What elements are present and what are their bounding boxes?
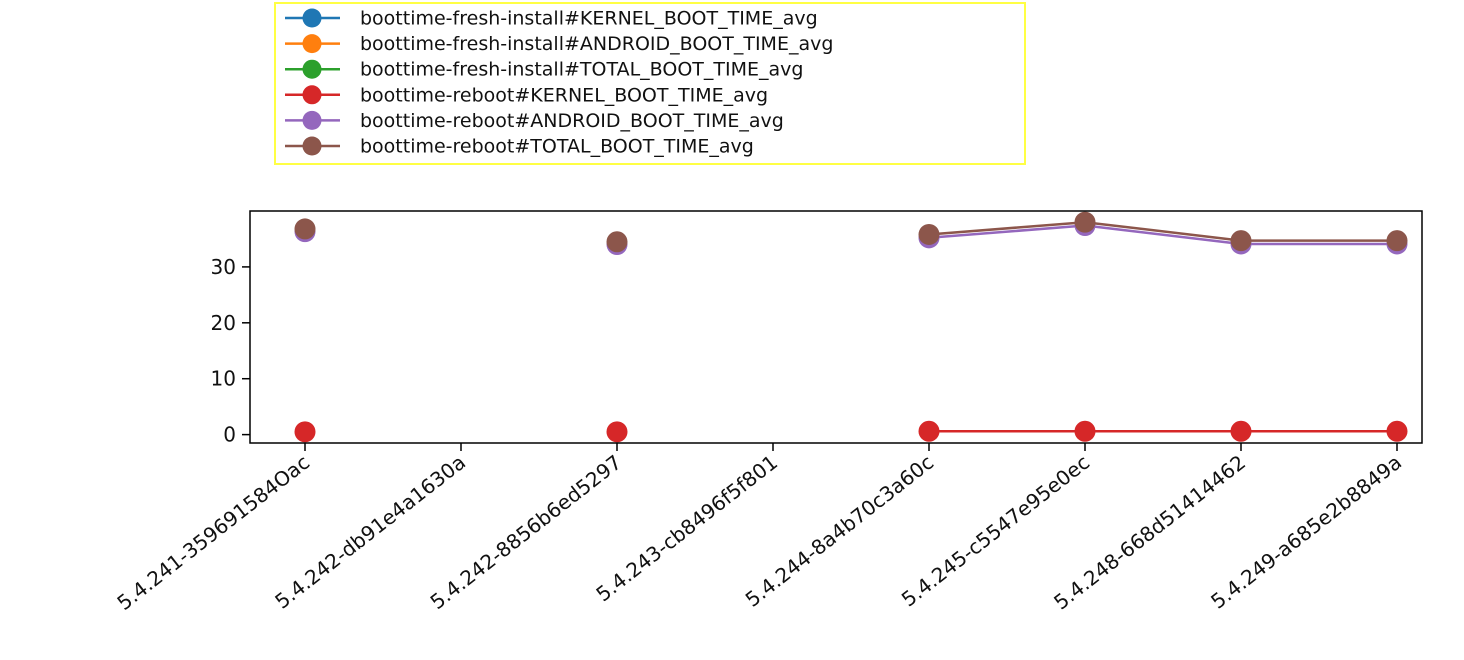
legend-marker: [302, 136, 322, 156]
legend-entry: boottime-fresh-install#KERNEL_BOOT_TIME_…: [285, 8, 818, 30]
legend-marker: [302, 110, 322, 130]
series-line: [928, 220, 1397, 242]
y-tick-label: 20: [211, 311, 236, 335]
data-point: [1230, 230, 1252, 252]
legend-label: boottime-fresh-install#ANDROID_BOOT_TIME…: [360, 33, 833, 55]
legend-entry: boottime-fresh-install#ANDROID_BOOT_TIME…: [285, 33, 833, 55]
legend-entry: boottime-reboot#TOTAL_BOOT_TIME_avg: [285, 136, 754, 158]
data-point: [606, 231, 628, 253]
legend-label: boottime-reboot#KERNEL_BOOT_TIME_avg: [360, 84, 768, 106]
series: [294, 420, 1408, 443]
y-tick-label: 0: [223, 423, 236, 447]
data-point: [1230, 420, 1252, 442]
x-axis: 5.4.241-359691584Oac5.4.242-db91e4a1630a…: [112, 443, 1406, 615]
data-point: [918, 223, 940, 245]
legend-marker: [302, 59, 322, 79]
y-axis: 0 10 20 30: [211, 255, 250, 447]
legend-entry: boottime-reboot#KERNEL_BOOT_TIME_avg: [285, 84, 768, 106]
legend-entry: boottime-fresh-install#TOTAL_BOOT_TIME_a…: [285, 59, 803, 81]
legend-marker: [302, 8, 322, 28]
legend-label: boottime-reboot#ANDROID_BOOT_TIME_avg: [360, 110, 784, 132]
legend-label: boottime-fresh-install#TOTAL_BOOT_TIME_a…: [360, 59, 803, 81]
data-point: [1386, 230, 1408, 252]
y-tick-label: 10: [211, 367, 236, 391]
data-point: [1074, 211, 1096, 233]
y-tick-label: 30: [211, 255, 236, 279]
legend: boottime-fresh-install#KERNEL_BOOT_TIME_…: [274, 2, 1026, 165]
legend-frame: [274, 2, 1026, 165]
legend-entry: boottime-reboot#ANDROID_BOOT_TIME_avg: [285, 110, 784, 132]
legend-label: boottime-fresh-install#KERNEL_BOOT_TIME_…: [360, 8, 818, 30]
data-point: [606, 421, 628, 443]
plot-area-frame: [249, 210, 1423, 444]
legend-marker: [302, 85, 322, 105]
data-point: [918, 420, 940, 442]
data-point: [294, 421, 316, 443]
data-point: [294, 218, 316, 240]
series-line: [928, 224, 1397, 246]
legend-label: boottime-reboot#TOTAL_BOOT_TIME_avg: [360, 136, 754, 158]
legend-marker: [302, 34, 322, 54]
data-point: [1386, 420, 1408, 442]
series: [294, 211, 1408, 253]
data-point: [1074, 420, 1096, 442]
